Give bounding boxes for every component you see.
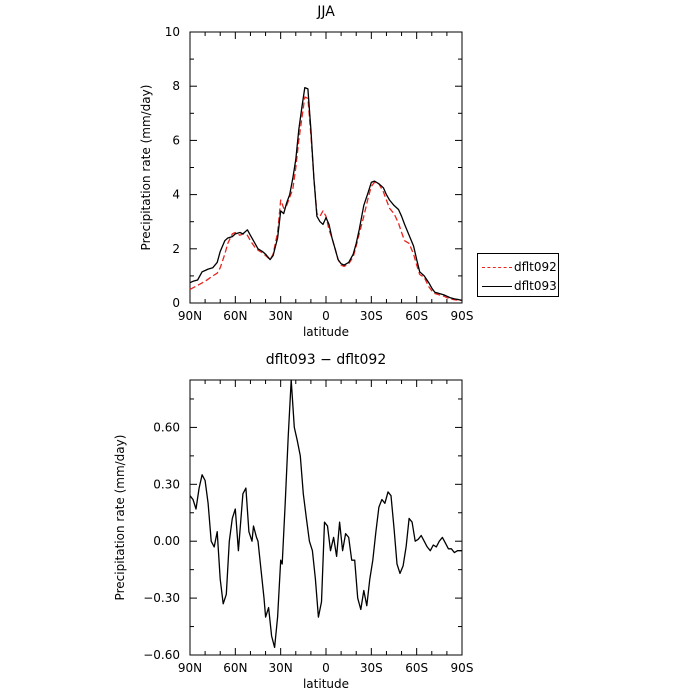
chart-panel-1: JJA 90N 60N 30N 0 30S 60S 90S 0 2 4 6 8 10 latitude Pre…	[139, 4, 473, 339]
legend: dflt092 dflt093	[477, 253, 559, 297]
y-tick-label: 0.60	[153, 420, 180, 434]
chart-title: JJA	[316, 4, 335, 20]
x-tick-label: 0	[322, 309, 330, 323]
x-axis-label: latitude	[303, 325, 349, 339]
y-tick-label: 2	[172, 242, 180, 256]
x-axis-label: latitude	[303, 677, 349, 691]
x-tick-label: 90S	[451, 309, 474, 323]
chart-panel-2: dflt093 − dflt092 90N 60N 30N 0 30S 60S 90S −0.6…	[113, 352, 473, 691]
x-tick-label: 60N	[223, 309, 247, 323]
x-tick-label: 0	[322, 661, 330, 675]
legend-item-dflt092: dflt092	[482, 259, 558, 275]
x-tick-label: 30N	[269, 309, 293, 323]
legend-item-dflt093: dflt093	[482, 278, 558, 294]
x-tick-label: 90N	[178, 661, 202, 675]
chart-title: dflt093 − dflt092	[266, 352, 386, 368]
legend-label-dflt093: dflt093	[514, 279, 557, 293]
legend-swatch-dflt093	[482, 286, 512, 287]
y-tick-label: 0.00	[153, 534, 180, 548]
x-tick-label: 60S	[405, 309, 428, 323]
y-tick-label: 10	[165, 25, 180, 39]
y-tick-label: 0	[172, 296, 180, 310]
plot-frame	[189, 379, 463, 656]
x-tick-label: 60N	[223, 661, 247, 675]
legend-swatch-dflt092	[482, 267, 512, 268]
y-tick-label: 4	[172, 188, 180, 202]
series-line-diff	[189, 379, 462, 649]
y-tick-label: 8	[172, 79, 180, 93]
legend-label-dflt092: dflt092	[514, 260, 557, 274]
y-axis-label: Precipitation rate (mm/day)	[139, 85, 153, 251]
series-line-dflt092	[189, 96, 462, 301]
x-tick-label: 90S	[451, 661, 474, 675]
x-tick-label: 90N	[178, 309, 202, 323]
x-tick-label: 30N	[269, 661, 293, 675]
x-tick-label: 60S	[405, 661, 428, 675]
y-tick-label: −0.60	[143, 648, 180, 662]
x-tick-label: 30S	[360, 661, 383, 675]
y-tick-label: −0.30	[143, 591, 180, 605]
series-line-dflt093	[189, 86, 463, 301]
y-tick-label: 6	[172, 133, 180, 147]
y-tick-label: 0.30	[153, 477, 180, 491]
x-tick-label: 30S	[360, 309, 383, 323]
plot-frame	[189, 31, 463, 304]
y-axis-label: Precipitation rate (mm/day)	[113, 435, 127, 601]
